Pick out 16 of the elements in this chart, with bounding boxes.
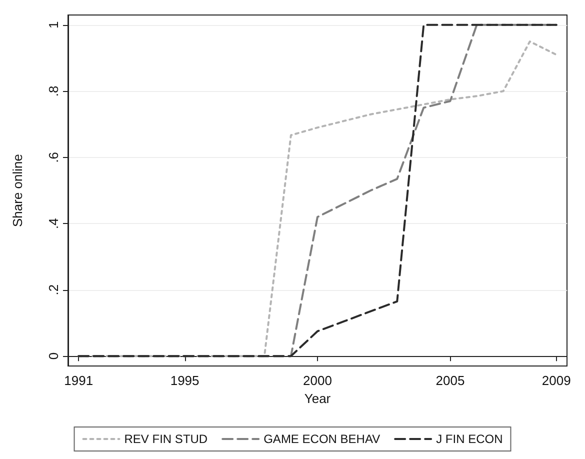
y-tick-label: 0 xyxy=(46,352,61,360)
y-tick-label: .8 xyxy=(46,86,61,97)
x-tick-label: 2005 xyxy=(436,373,465,388)
x-tick-label: 1991 xyxy=(64,373,94,388)
legend-label: J FIN ECON xyxy=(436,432,503,446)
y-tick-label: .4 xyxy=(46,218,61,230)
x-tick-label: 2000 xyxy=(303,373,332,388)
legend-label: GAME ECON BEHAV xyxy=(264,432,380,446)
y-axis-title: Share online xyxy=(10,154,25,227)
y-tick-label: .6 xyxy=(46,152,61,163)
legend-label: REV FIN STUD xyxy=(124,432,208,446)
x-tick-label: 2009 xyxy=(542,373,571,388)
y-tick-label: .2 xyxy=(46,284,61,296)
x-tick-label: 1995 xyxy=(170,373,200,388)
x-axis-title: Year xyxy=(304,390,332,406)
y-tick-label: 1 xyxy=(46,21,61,29)
